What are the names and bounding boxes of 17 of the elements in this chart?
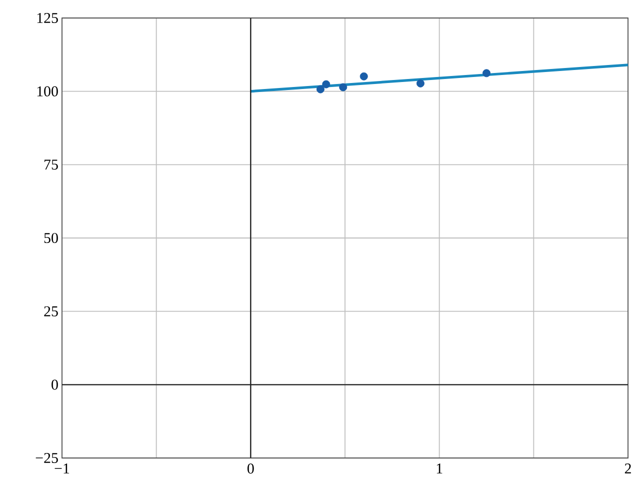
- point: [360, 72, 368, 80]
- y-tick-label: −25: [36, 452, 58, 464]
- x-tick-label: −1: [54, 464, 70, 474]
- point: [316, 85, 324, 94]
- point: [322, 80, 330, 88]
- x-tick-label: 0: [247, 464, 254, 474]
- point: [482, 69, 490, 78]
- x-tick-label: 1: [436, 464, 442, 474]
- y-tick-label: 75: [44, 160, 58, 170]
- x-tick-label: 2: [624, 464, 631, 474]
- y-tick-label: 0: [52, 380, 58, 390]
- point: [339, 83, 348, 92]
- y-tick-label: 50: [44, 232, 58, 244]
- y-tick-label: 100: [37, 86, 58, 96]
- y-tick-label: 125: [37, 12, 58, 24]
- point: [416, 79, 424, 88]
- y-tick-label: 25: [44, 306, 58, 316]
